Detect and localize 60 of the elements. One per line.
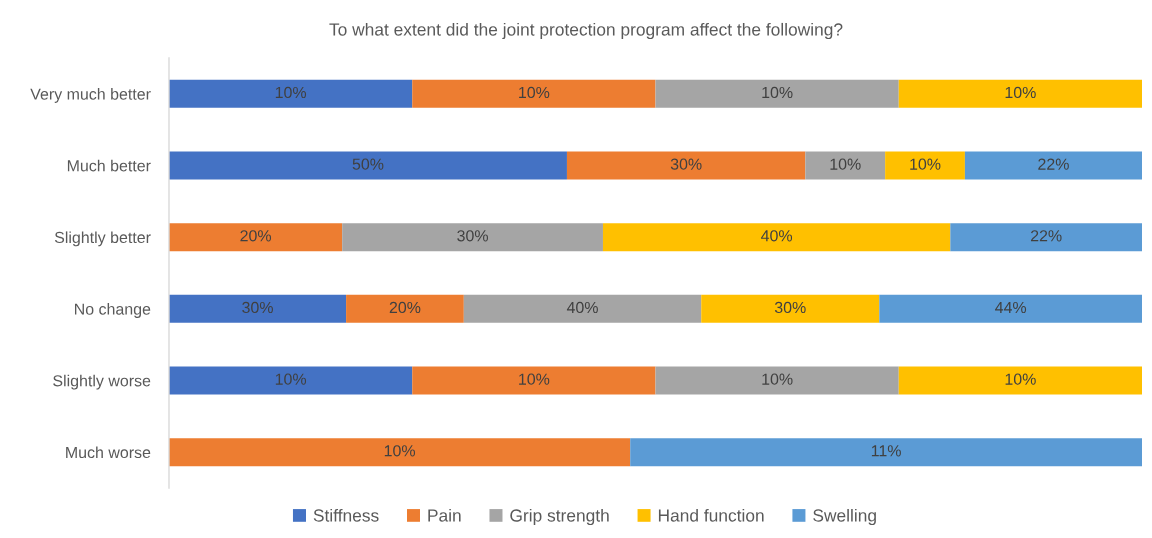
bar [964,151,1142,180]
y-tick-label: Much worse [66,446,151,459]
bar [169,223,343,252]
bar [655,79,899,108]
annotation: 10% [384,445,416,457]
y-tick-label: Slightly worse [53,374,151,390]
bar [879,294,1142,323]
legend-label: Stiffness [313,508,379,522]
bar [346,294,464,323]
bar [898,79,1142,108]
annotation: 10% [762,86,793,99]
bar [805,151,886,180]
annotation: 20% [389,301,421,314]
annotation: 10% [762,373,793,385]
bar [169,151,567,180]
bar [412,366,656,395]
legend-label: Grip strength [510,508,609,526]
annotation: 22% [1030,230,1062,242]
bar [602,223,951,252]
y-tick-label: Slightly better [54,231,151,247]
annotation: 30% [457,230,488,242]
annotation: 10% [519,86,550,99]
annotation: 30% [242,301,273,314]
y-tick-label: No change [75,303,151,318]
bar [701,294,880,323]
legend-label: Hand function [658,508,764,522]
bar [342,223,603,252]
bar [412,79,656,108]
annotation: 40% [761,230,793,242]
annotation: 11% [871,445,901,457]
annotation: 10% [519,373,550,385]
bar [169,366,413,395]
bar [630,438,1142,467]
annotation: 44% [995,301,1027,314]
annotation: 30% [670,158,702,170]
annotation: 10% [1005,373,1036,385]
legend-label: Pain [428,508,461,522]
annotation: 20% [240,230,272,242]
bar [950,223,1142,252]
bar [566,151,806,180]
annotation: 10% [910,158,941,170]
bar [169,79,413,108]
bar [885,151,965,180]
bar [169,294,347,323]
annotation: 50% [352,158,384,170]
bar [169,438,631,467]
chart-title: To what extent did the joint protection program affect the following? [329,22,843,40]
annotation: 10% [1005,86,1036,99]
annotation: 30% [774,301,806,314]
bar [655,366,899,395]
annotation: 40% [566,301,598,314]
annotation: 10% [275,86,307,99]
annotation: 10% [275,373,307,385]
bar [463,294,702,323]
y-tick-label: Very much better [30,88,151,103]
annotation: 22% [1038,158,1069,170]
bar [898,366,1142,395]
y-tick-label: Much better [67,159,151,172]
legend-label: Swelling [813,508,876,526]
annotation: 10% [830,158,861,170]
